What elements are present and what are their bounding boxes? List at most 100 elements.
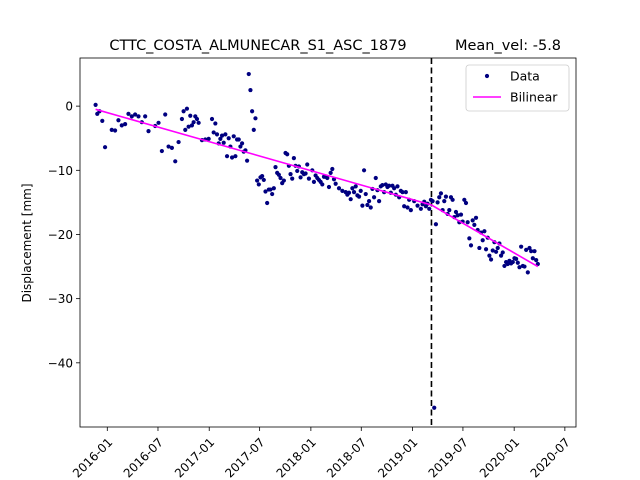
- data-point: [188, 113, 193, 118]
- data-point: [330, 166, 335, 172]
- data-point: [418, 206, 423, 211]
- data-point: [532, 249, 537, 254]
- data-point: [480, 238, 485, 243]
- data-point: [211, 130, 216, 135]
- data-point: [387, 183, 392, 188]
- data-point: [224, 154, 230, 159]
- y-axis-label: Displacement [mm]: [20, 183, 34, 302]
- data-point: [231, 134, 236, 139]
- data-point: [276, 172, 281, 177]
- data-point: [505, 261, 510, 267]
- data-point: [326, 184, 332, 190]
- data-point: [443, 194, 449, 199]
- plot-area: 0 −10 −20 −30 −40 2016-01 2016-07 2017-01 2017-0…: [48, 57, 577, 480]
- data-point: [527, 245, 532, 251]
- data-point: [455, 213, 460, 218]
- data-point: [402, 204, 407, 209]
- data-point: [442, 199, 447, 204]
- data-point: [438, 191, 444, 196]
- data-point: [236, 137, 241, 142]
- data-point: [176, 139, 181, 145]
- data-point: [427, 206, 432, 211]
- data-point: [119, 123, 124, 128]
- data-point: [488, 257, 494, 262]
- data-point: [328, 170, 333, 175]
- data-point: [261, 177, 266, 183]
- data-point: [392, 186, 397, 191]
- data-point: [303, 171, 308, 176]
- data-point: [221, 140, 226, 145]
- data-point: [498, 253, 504, 258]
- data-point: [467, 236, 472, 241]
- data-point: [229, 155, 235, 160]
- data-point: [432, 405, 437, 410]
- data-point: [278, 175, 283, 181]
- data-point: [239, 141, 245, 146]
- data-point: [519, 244, 524, 249]
- x-tick-label: 2019-07: [426, 435, 471, 480]
- plot-frame: [79, 57, 577, 428]
- data-point: [255, 178, 260, 183]
- data-point: [487, 253, 492, 258]
- data-point: [102, 145, 108, 150]
- data-point: [490, 248, 495, 253]
- bilinear-line: [95, 108, 539, 268]
- data-point: [465, 220, 470, 225]
- data-point: [447, 207, 452, 213]
- data-point: [510, 259, 515, 265]
- data-point: [472, 222, 477, 227]
- data-point: [435, 200, 440, 205]
- data-point: [525, 270, 530, 275]
- data-point: [477, 245, 482, 251]
- data-point: [363, 191, 368, 197]
- data-point: [146, 129, 151, 134]
- data-point: [493, 249, 499, 254]
- data-point: [333, 181, 338, 186]
- data-point: [462, 197, 467, 202]
- data-point: [179, 116, 185, 122]
- data-point: [346, 190, 352, 195]
- data-point: [163, 112, 168, 117]
- y-tick-label: −30: [48, 292, 73, 306]
- data-point: [123, 121, 128, 127]
- data-point: [189, 123, 195, 128]
- data-point: [517, 265, 522, 270]
- data-point: [191, 120, 196, 125]
- data-point: [535, 261, 540, 267]
- data-point: [251, 127, 256, 132]
- data-point: [169, 145, 175, 150]
- y-tick-label: −10: [48, 164, 73, 178]
- data-point: [405, 205, 410, 210]
- data-point: [196, 120, 201, 125]
- data-point: [133, 112, 138, 117]
- data-point: [482, 229, 487, 234]
- data-point: [263, 189, 268, 194]
- data-point: [226, 136, 231, 141]
- y-tick-label: −20: [48, 228, 73, 242]
- data-point: [430, 199, 435, 204]
- data-point: [348, 197, 353, 202]
- data-point: [288, 172, 293, 177]
- chart-title: CTTC_COSTA_ALMUNECAR_S1_ASC_1879: [109, 38, 406, 54]
- legend-label-bilinear: Bilinear: [510, 90, 558, 105]
- data-point: [366, 199, 372, 204]
- data-point: [285, 152, 290, 157]
- data-point: [209, 116, 215, 122]
- data-point: [361, 168, 367, 173]
- data-point: [534, 258, 539, 263]
- data-point: [415, 203, 420, 208]
- data-point: [502, 263, 507, 269]
- data-point: [112, 128, 118, 133]
- data-point: [273, 164, 278, 170]
- data-point: [181, 109, 186, 114]
- data-point: [213, 121, 218, 126]
- data-point: [298, 175, 303, 180]
- data-point: [495, 245, 500, 251]
- data-point: [473, 215, 479, 220]
- data-point: [295, 168, 300, 174]
- data-point: [206, 136, 211, 141]
- data-point: [256, 182, 261, 187]
- data-point: [483, 247, 489, 252]
- x-tick-label: 2020-07: [528, 435, 573, 480]
- data-point: [340, 188, 345, 193]
